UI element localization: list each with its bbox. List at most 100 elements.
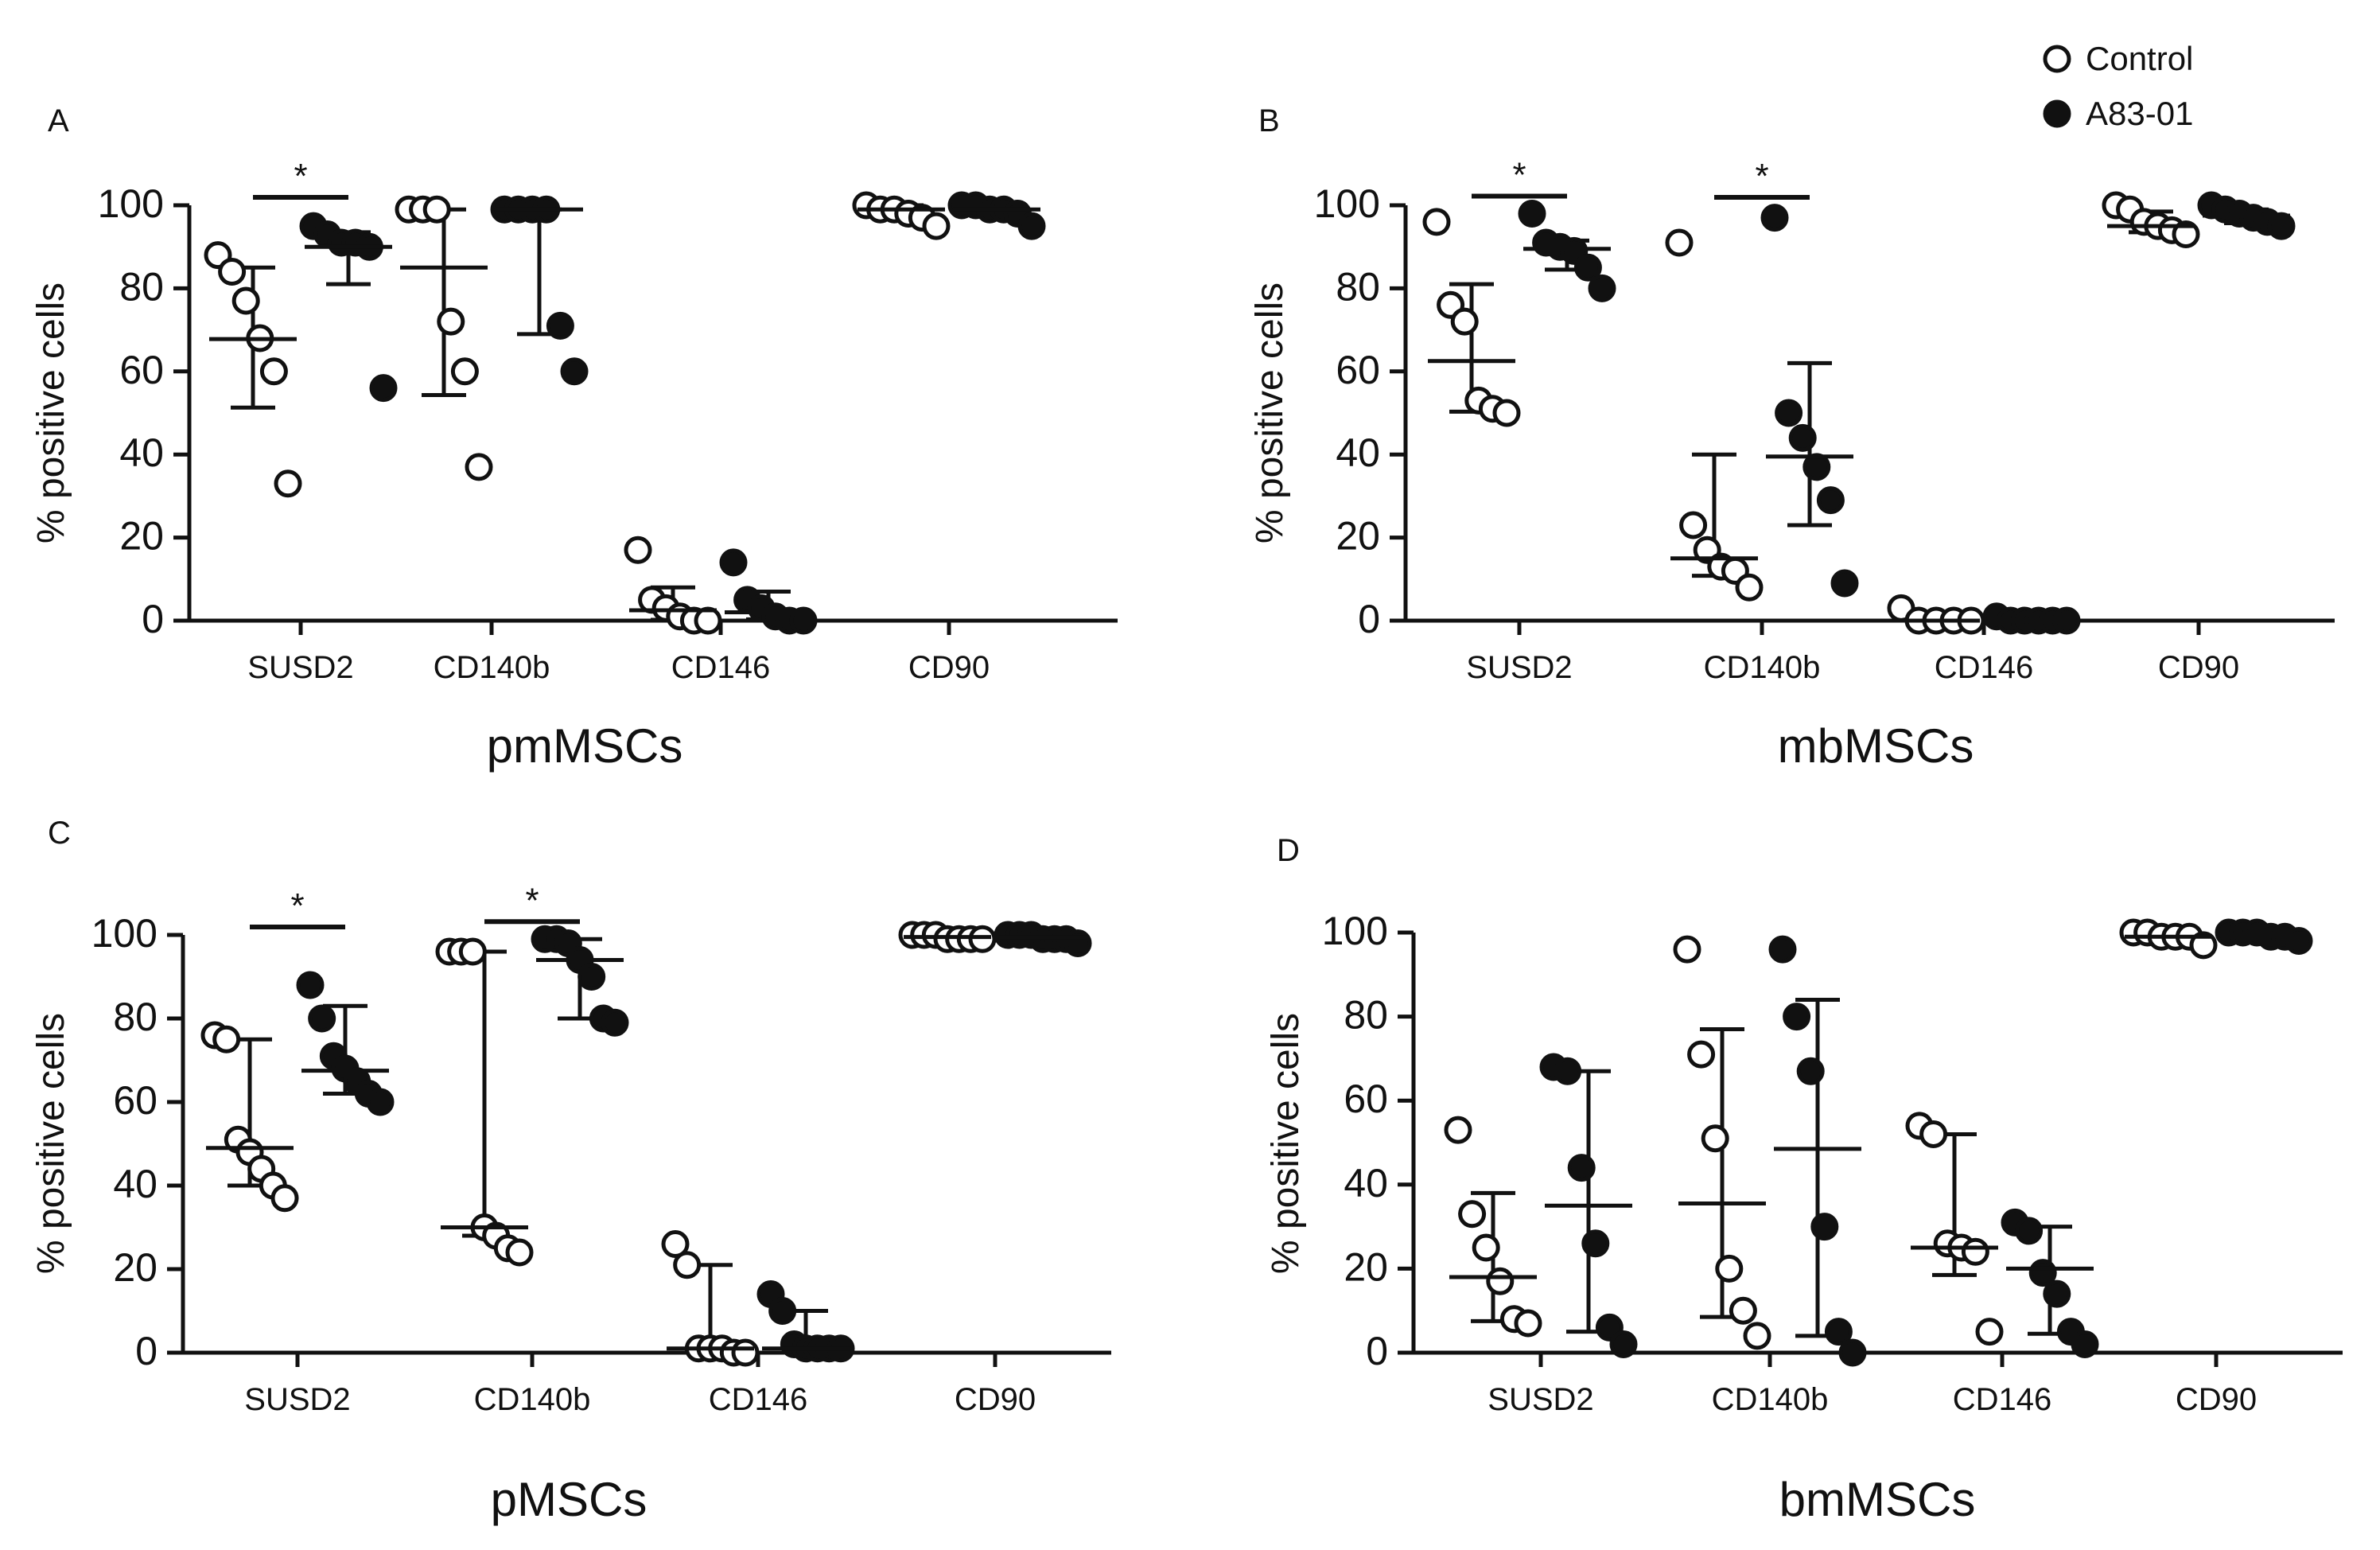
point-control-cd140b <box>1687 1040 1716 1069</box>
x-tick-label-cd146: CD146 <box>671 650 771 685</box>
y-tick-label: 100 <box>1314 181 1380 226</box>
point-control-cd140b <box>1735 573 1764 602</box>
point-treated-cd90 <box>2267 212 2296 240</box>
y-tick-label: 40 <box>119 430 164 475</box>
x-tick-label-susd2: SUSD2 <box>247 650 353 685</box>
point-treated-cd140b <box>1788 423 1817 452</box>
point-treated-cd146 <box>2071 1330 2099 1358</box>
legend-control-label: Control <box>2086 40 2193 77</box>
point-treated-susd2 <box>1554 1057 1582 1085</box>
panel-d: D 0 20 40 60 80 100 % positive cells SUSD2 CD140b… <box>1265 833 2343 1526</box>
y-axis-title: % positive cells <box>30 282 72 543</box>
point-treated-cd90 <box>2285 927 2313 956</box>
point-control-cd140b <box>1679 511 1708 539</box>
point-control-cd140b <box>1729 1296 1757 1325</box>
y-axis-title: % positive cells <box>1265 1013 1307 1274</box>
panel-letter: C <box>48 816 71 851</box>
significance-star: * <box>290 886 304 925</box>
point-control-cd146 <box>624 535 652 564</box>
legend-treated-label: A83-01 <box>2086 95 2193 132</box>
panel-title: mbMSCs <box>1778 719 1974 773</box>
point-control-susd2 <box>274 469 302 498</box>
point-control-cd146 <box>1961 1237 1989 1266</box>
point-treated-susd2 <box>1588 274 1616 302</box>
point-control-cd146 <box>673 1251 702 1279</box>
point-control-susd2 <box>1450 307 1479 336</box>
point-control-susd2 <box>259 357 288 386</box>
x-tick-label-cd140b: CD140b <box>474 1382 591 1417</box>
panel-letter: B <box>1258 103 1280 138</box>
point-treated-cd140b <box>578 963 606 991</box>
significance-star: * <box>294 157 307 196</box>
point-treated-cd140b <box>1838 1338 1867 1367</box>
point-treated-susd2 <box>366 1088 395 1116</box>
y-tick-label: 60 <box>113 1078 158 1123</box>
x-tick-label-cd140b: CD140b <box>434 650 550 685</box>
point-control-susd2 <box>1492 399 1521 427</box>
point-control-susd2 <box>212 1025 241 1053</box>
x-tick-label-cd146: CD146 <box>1935 650 2034 685</box>
point-treated-susd2 <box>1609 1330 1638 1358</box>
point-control-susd2 <box>1458 1200 1487 1229</box>
panel-b: B 0 20 40 60 80 100 % positive cells SUSD2 CD140b… <box>1249 103 2335 773</box>
point-treated-cd140b <box>1760 204 1789 232</box>
point-treated-susd2 <box>1518 199 1546 228</box>
y-tick-label: 80 <box>1336 264 1380 309</box>
y-tick-label: 20 <box>119 514 164 559</box>
y-tick-label: 0 <box>142 597 164 641</box>
point-control-cd140b <box>437 307 465 336</box>
y-tick-label: 100 <box>91 911 158 956</box>
point-treated-cd146 <box>789 606 818 635</box>
point-treated-cd146 <box>768 1297 797 1325</box>
y-tick-label: 0 <box>1366 1329 1388 1373</box>
point-treated-cd140b <box>1768 935 1797 964</box>
y-tick-label: 60 <box>1336 348 1380 392</box>
point-control-susd2 <box>1486 1267 1515 1295</box>
x-tick-label-susd2: SUSD2 <box>244 1382 350 1417</box>
significance-star: * <box>525 881 539 920</box>
point-treated-susd2 <box>296 971 325 999</box>
panel-title: pMSCs <box>491 1473 648 1526</box>
point-treated-cd140b <box>1830 569 1859 598</box>
x-tick-label-cd146: CD146 <box>709 1382 808 1417</box>
point-control-susd2 <box>1422 208 1451 236</box>
point-treated-cd140b <box>1824 1318 1853 1346</box>
point-control-cd146 <box>661 1230 690 1258</box>
significance-star: * <box>1512 155 1526 194</box>
point-treated-cd140b <box>560 357 589 386</box>
y-tick-label: 0 <box>135 1329 158 1373</box>
point-treated-cd140b <box>1810 1213 1839 1241</box>
y-tick-label: 20 <box>1344 1244 1388 1289</box>
point-control-susd2 <box>1514 1309 1542 1338</box>
y-tick-label: 40 <box>1344 1161 1388 1205</box>
x-tick-label-cd146: CD146 <box>1953 1382 2052 1417</box>
point-control-cd140b <box>422 195 451 224</box>
y-tick-label: 20 <box>113 1245 158 1290</box>
x-tick-label-cd90: CD90 <box>955 1382 1036 1417</box>
point-control-susd2 <box>1444 1116 1472 1144</box>
y-tick-label: 80 <box>113 995 158 1039</box>
point-treated-cd140b <box>1816 486 1845 515</box>
y-tick-label: 40 <box>1336 430 1380 475</box>
y-tick-label: 80 <box>119 264 164 309</box>
point-treated-cd140b <box>1775 399 1803 427</box>
point-treated-cd140b <box>1783 1003 1811 1031</box>
point-control-cd140b <box>1715 1254 1744 1283</box>
y-tick-label: 40 <box>113 1162 158 1206</box>
point-control-cd140b <box>1743 1322 1771 1350</box>
point-control-cd140b <box>450 357 479 386</box>
point-control-cd140b <box>1665 228 1694 257</box>
point-control-cd146 <box>694 606 722 635</box>
point-control-susd2 <box>231 286 260 315</box>
point-treated-cd140b <box>1802 453 1831 481</box>
y-tick-label: 80 <box>1344 993 1388 1038</box>
x-tick-label-cd140b: CD140b <box>1712 1382 1829 1417</box>
legend-treated-marker <box>2043 99 2071 128</box>
point-control-susd2 <box>218 258 247 286</box>
point-treated-cd146 <box>719 548 748 577</box>
point-treated-cd140b <box>601 1008 629 1037</box>
point-control-cd140b <box>1673 935 1701 964</box>
panel-c: C 0 20 40 60 80 100 % positive cells SUSD2 CD140b… <box>30 816 1111 1526</box>
point-control-cd140b <box>465 453 493 481</box>
point-control-susd2 <box>1472 1233 1500 1262</box>
